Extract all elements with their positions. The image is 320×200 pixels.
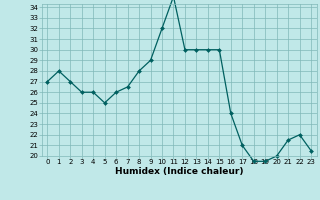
X-axis label: Humidex (Indice chaleur): Humidex (Indice chaleur) bbox=[115, 167, 244, 176]
